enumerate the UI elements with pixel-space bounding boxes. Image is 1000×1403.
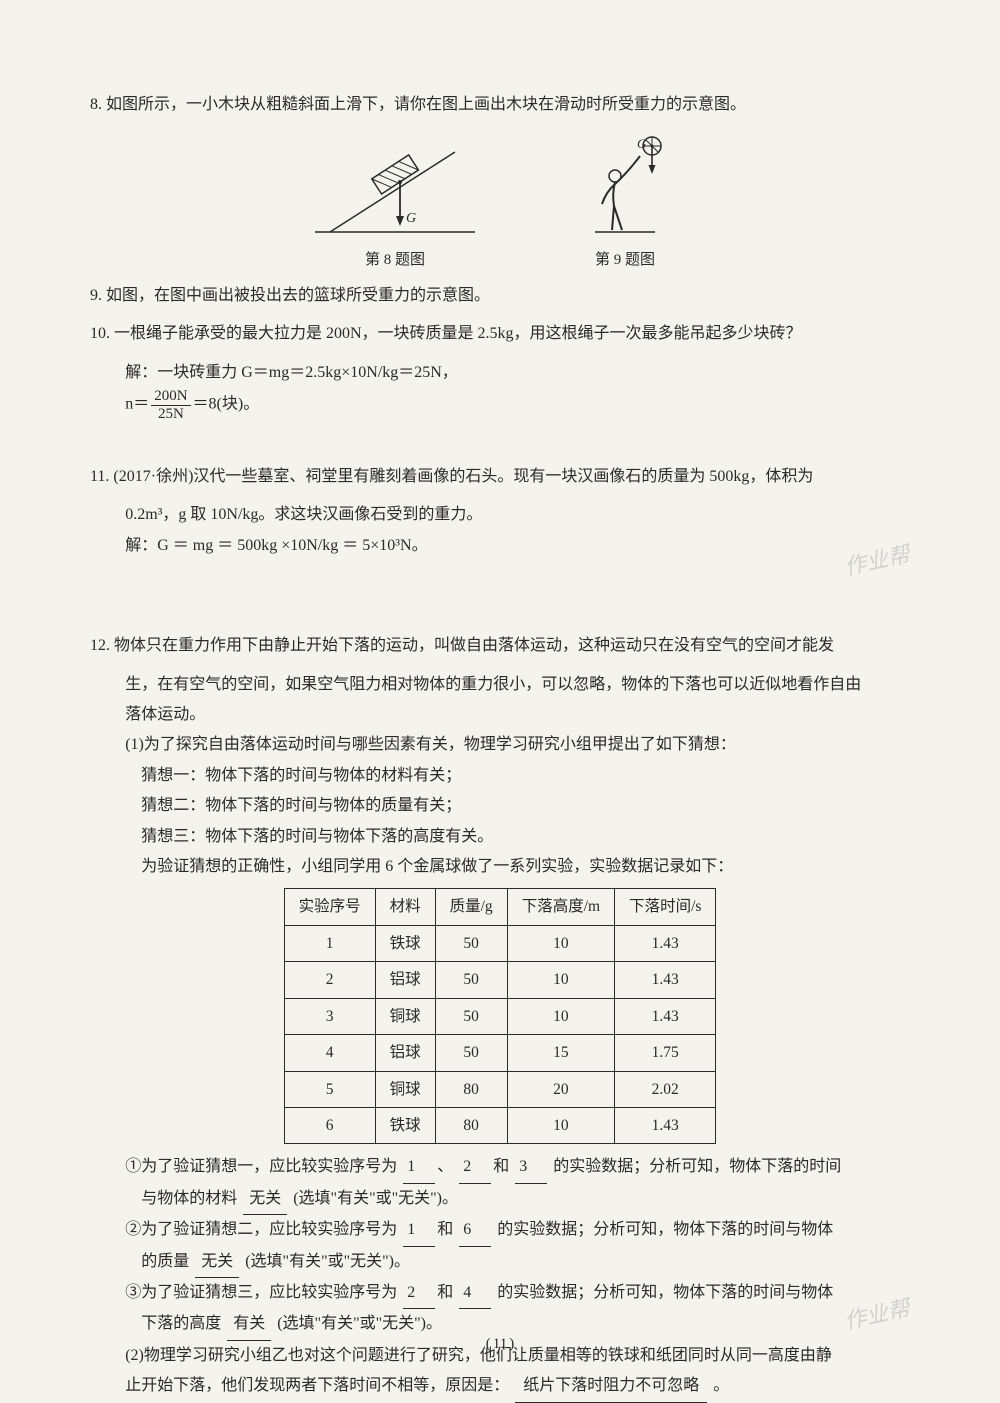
a1-l2b: (选填"有关"或"无关")。 xyxy=(293,1190,458,1207)
q11-sol-text: 解：G ＝ mg ＝ 500kg ×10N/kg ＝ 5×10³N。 xyxy=(125,537,427,554)
a2-ans: 无关 xyxy=(195,1247,239,1278)
th-4: 下落时间/s xyxy=(615,889,716,925)
a3-blank1: 2 xyxy=(403,1278,435,1309)
q12-table-intro: 为验证猜想的正确性，小组同学用 6 个金属球做了一系列实验，实验数据记录如下： xyxy=(90,852,910,882)
page-number: 11 xyxy=(486,1330,514,1359)
basketball-diagram: G xyxy=(560,132,690,242)
q12-answer-2: ②为了验证猜想二，应比较实验序号为 1和 6 的实验数据；分析可知，物体下落的时… xyxy=(90,1215,910,1246)
question-9: 9. 如图，在图中画出被投出去的篮球所受重力的示意图。 xyxy=(90,281,910,311)
question-8: 8. 如图所示，一小木块从粗糙斜面上滑下，请你在图上画出木块在滑动时所受重力的示… xyxy=(90,90,910,120)
g1-text: 猜想一：物体下落的时间与物体的材料有关； xyxy=(141,767,461,784)
a1-blank1: 1 xyxy=(403,1152,435,1183)
frac-num: 200N xyxy=(151,388,190,406)
table-intro-text: 为验证猜想的正确性，小组同学用 6 个金属球做了一系列实验，实验数据记录如下： xyxy=(141,858,733,875)
q11-solution: 解：G ＝ mg ＝ 500kg ×10N/kg ＝ 5×10³N。 xyxy=(90,531,910,561)
q12-answer-3: ③为了验证猜想三，应比较实验序号为 2和 4 的实验数据；分析可知，物体下落的时… xyxy=(90,1278,910,1309)
fig9-caption: 第 9 题图 xyxy=(560,246,690,275)
g3-text: 猜想三：物体下落的时间与物体下落的高度有关。 xyxy=(141,828,493,845)
th-2: 质量/g xyxy=(435,889,507,925)
a2-l2b: (选填"有关"或"无关")。 xyxy=(245,1253,410,1270)
q10-solution-1: 解：一块砖重力 G＝mg＝2.5kg×10N/kg＝25N， xyxy=(90,358,910,388)
a1-post: 的实验数据；分析可知，物体下落的时间 xyxy=(553,1158,841,1175)
a3-sep: 和 xyxy=(437,1284,453,1301)
table-row: 2铝球50101.43 xyxy=(284,962,716,998)
figures-row: G 第 8 题图 G 第 9 题图 xyxy=(90,132,910,275)
a3-blank2: 4 xyxy=(459,1278,491,1309)
figure-9: G 第 9 题图 xyxy=(560,132,690,275)
table-row: 4铝球50151.75 xyxy=(284,1035,716,1071)
q12-part2b: 止开始下落，他们发现两者下落时间不相等，原因是： 纸片下落时阻力不可忽略 。 xyxy=(90,1371,910,1402)
a2-pre: ②为了验证猜想二，应比较实验序号为 xyxy=(125,1221,397,1238)
question-11: 11. (2017·徐州)汉代一些墓室、祠堂里有雕刻着画像的石头。现有一块汉画像… xyxy=(90,462,910,492)
a2-post: 的实验数据；分析可知，物体下落的时间与物体 xyxy=(497,1221,833,1238)
a1-sep1: 、 xyxy=(437,1158,453,1175)
question-12: 12. 物体只在重力作用下由静止开始下落的运动，叫做自由落体运动，这种运动只在没… xyxy=(90,631,910,661)
part2-ans: 纸片下落时阻力不可忽略 xyxy=(515,1371,707,1402)
a1-sep2: 和 xyxy=(493,1158,509,1175)
a3-l2a: 下落的高度 xyxy=(141,1315,221,1332)
q10-n-suffix: ＝8(块)。 xyxy=(193,396,260,413)
a1-blank2: 2 xyxy=(459,1152,491,1183)
a3-post: 的实验数据；分析可知，物体下落的时间与物体 xyxy=(497,1284,833,1301)
q12-answer-2b: 的质量 无关 (选填"有关"或"无关")。 xyxy=(90,1247,910,1278)
q12-guess3: 猜想三：物体下落的时间与物体下落的高度有关。 xyxy=(90,822,910,852)
a3-pre: ③为了验证猜想三，应比较实验序号为 xyxy=(125,1284,397,1301)
table-row: 3铜球50101.43 xyxy=(284,998,716,1034)
part2b-post: 。 xyxy=(713,1377,729,1394)
g2-text: 猜想二：物体下落的时间与物体的质量有关； xyxy=(141,797,461,814)
th-1: 材料 xyxy=(375,889,435,925)
q9-text: 9. 如图，在图中画出被投出去的篮球所受重力的示意图。 xyxy=(90,287,490,304)
q10-text: 10. 一根绳子能承受的最大拉力是 200N，一块砖质量是 2.5kg，用这根绳… xyxy=(90,325,802,342)
fig8-caption: 第 8 题图 xyxy=(310,246,480,275)
a2-blank2: 6 xyxy=(459,1215,491,1246)
q11-text-cont: 0.2m³，g 取 10N/kg。求这块汉画像石受到的重力。 xyxy=(90,500,910,530)
q11-text2: 0.2m³，g 取 10N/kg。求这块汉画像石受到的重力。 xyxy=(125,506,482,523)
table-header-row: 实验序号 材料 质量/g 下落高度/m 下落时间/s xyxy=(284,889,716,925)
a2-l2a: 的质量 xyxy=(141,1253,189,1270)
part2b-pre: 止开始下落，他们发现两者下落时间不相等，原因是： xyxy=(125,1377,509,1394)
a3-l2b: (选填"有关"或"无关")。 xyxy=(277,1315,442,1332)
q11-text: 11. (2017·徐州)汉代一些墓室、祠堂里有雕刻着画像的石头。现有一块汉画像… xyxy=(90,468,813,485)
table-row: 6铁球80101.43 xyxy=(284,1107,716,1143)
table-row: 5铜球80202.02 xyxy=(284,1071,716,1107)
a1-blank3: 3 xyxy=(515,1152,547,1183)
q12-part1-intro-text: (1)为了探究自由落体运动时间与哪些因素有关，物理学习研究小组甲提出了如下猜想： xyxy=(125,736,736,753)
q10-sol1-text: 解：一块砖重力 G＝mg＝2.5kg×10N/kg＝25N， xyxy=(125,364,458,381)
a3-ans: 有关 xyxy=(227,1309,271,1340)
q10-fraction: 200N25N xyxy=(151,388,190,422)
q12-p1c-wrap: 落体运动。 xyxy=(90,700,910,730)
q8-text: 8. 如图所示，一小木块从粗糙斜面上滑下，请你在图上画出木块在滑动时所受重力的示… xyxy=(90,96,746,113)
th-0: 实验序号 xyxy=(284,889,375,925)
table-row: 1铁球50101.43 xyxy=(284,925,716,961)
q12-guess1: 猜想一：物体下落的时间与物体的材料有关； xyxy=(90,761,910,791)
q12-p1c: 落体运动。 xyxy=(125,706,205,723)
th-3: 下落高度/m xyxy=(507,889,614,925)
q10-solution-2: n＝200N25N＝8(块)。 xyxy=(90,388,910,422)
question-10: 10. 一根绳子能承受的最大拉力是 200N，一块砖质量是 2.5kg，用这根绳… xyxy=(90,319,910,349)
q12-p1b-wrap: 生，在有空气的空间，如果空气阻力相对物体的重力很小，可以忽略，物体的下落也可以近… xyxy=(90,670,910,700)
q12-p1b: 生，在有空气的空间，如果空气阻力相对物体的重力很小，可以忽略，物体的下落也可以近… xyxy=(125,676,861,693)
part2a: (2)物理学习研究小组乙也对这个问题进行了研究，他们让质量相等的铁球和纸团同时从… xyxy=(125,1347,832,1364)
q12-answer-1b: 与物体的材料 无关 (选填"有关"或"无关")。 xyxy=(90,1184,910,1215)
a1-l2a: 与物体的材料 xyxy=(141,1190,237,1207)
a2-sep: 和 xyxy=(437,1221,453,1238)
frac-den: 25N xyxy=(151,406,190,423)
a1-pre: ①为了验证猜想一，应比较实验序号为 xyxy=(125,1158,397,1175)
experiment-table: 实验序号 材料 质量/g 下落高度/m 下落时间/s 1铁球50101.43 2… xyxy=(284,888,717,1144)
q12-guess2: 猜想二：物体下落的时间与物体的质量有关； xyxy=(90,791,910,821)
g-label-8: G xyxy=(406,211,416,226)
a2-blank1: 1 xyxy=(403,1215,435,1246)
q12-p1: 12. 物体只在重力作用下由静止开始下落的运动，叫做自由落体运动，这种运动只在没… xyxy=(90,637,834,654)
incline-diagram: G xyxy=(310,132,480,242)
q12-part1-intro: (1)为了探究自由落体运动时间与哪些因素有关，物理学习研究小组甲提出了如下猜想： xyxy=(90,730,910,760)
q12-answer-1: ①为了验证猜想一，应比较实验序号为 1、 2和 3 的实验数据；分析可知，物体下… xyxy=(90,1152,910,1183)
g-label-9: G xyxy=(637,136,647,151)
a1-ans: 无关 xyxy=(243,1184,287,1215)
figure-8: G 第 8 题图 xyxy=(310,132,480,275)
q10-n-prefix: n＝ xyxy=(125,396,149,413)
